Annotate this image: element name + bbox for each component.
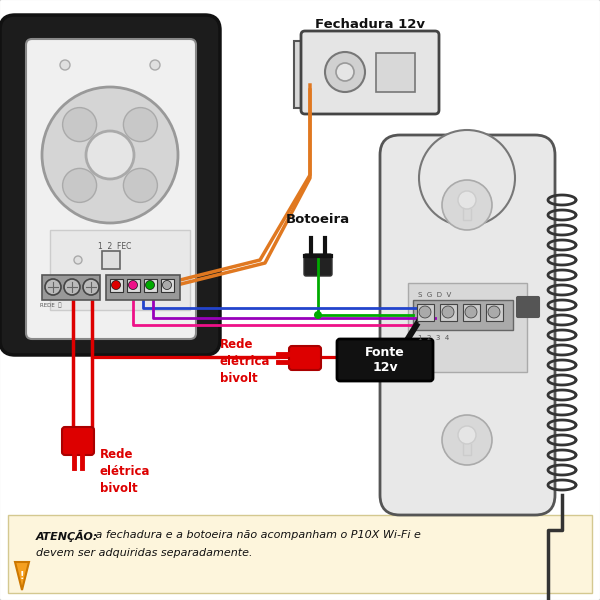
Text: S  G  D  V: S G D V (418, 292, 451, 298)
FancyBboxPatch shape (337, 339, 433, 381)
Circle shape (336, 63, 354, 81)
FancyBboxPatch shape (106, 275, 180, 300)
Text: Rede
elétrica
bivolt: Rede elétrica bivolt (220, 338, 271, 385)
Text: !: ! (20, 571, 24, 581)
Text: Rede
elétrica
bivolt: Rede elétrica bivolt (100, 448, 151, 495)
Text: Fechadura 12v: Fechadura 12v (315, 18, 425, 31)
Text: 1  2  3  4: 1 2 3 4 (418, 335, 449, 341)
Text: a fechadura e a botoeira não acompanham o P10X Wi-Fi e: a fechadura e a botoeira não acompanham … (92, 530, 421, 540)
FancyBboxPatch shape (517, 297, 539, 317)
FancyBboxPatch shape (440, 304, 457, 321)
FancyBboxPatch shape (0, 15, 220, 355)
FancyBboxPatch shape (127, 279, 140, 292)
Circle shape (419, 130, 515, 226)
Circle shape (442, 415, 492, 465)
Circle shape (150, 60, 160, 70)
FancyBboxPatch shape (294, 41, 308, 108)
Circle shape (458, 426, 476, 444)
Text: ATENÇÃO:: ATENÇÃO: (36, 530, 98, 542)
Circle shape (458, 191, 476, 209)
Text: 1  2  FEC: 1 2 FEC (98, 242, 131, 251)
FancyBboxPatch shape (8, 515, 592, 593)
FancyBboxPatch shape (50, 230, 190, 310)
Circle shape (442, 306, 454, 318)
FancyBboxPatch shape (62, 427, 94, 455)
FancyBboxPatch shape (413, 300, 513, 330)
FancyBboxPatch shape (42, 275, 100, 300)
FancyBboxPatch shape (463, 304, 480, 321)
FancyBboxPatch shape (408, 283, 527, 372)
Circle shape (488, 306, 500, 318)
FancyBboxPatch shape (144, 279, 157, 292)
FancyBboxPatch shape (304, 254, 332, 276)
Circle shape (112, 280, 121, 289)
Circle shape (419, 306, 431, 318)
FancyBboxPatch shape (102, 251, 120, 269)
Text: Fonte
12v: Fonte 12v (365, 346, 405, 374)
Circle shape (128, 280, 137, 289)
FancyBboxPatch shape (110, 279, 123, 292)
Circle shape (83, 279, 99, 295)
FancyBboxPatch shape (380, 135, 555, 515)
Circle shape (64, 279, 80, 295)
FancyBboxPatch shape (486, 304, 503, 321)
FancyBboxPatch shape (161, 279, 174, 292)
Circle shape (325, 52, 365, 92)
Circle shape (314, 311, 322, 319)
Circle shape (60, 60, 70, 70)
Text: Botoeira: Botoeira (286, 213, 350, 226)
FancyBboxPatch shape (301, 31, 439, 114)
Polygon shape (15, 562, 29, 590)
Circle shape (45, 279, 61, 295)
Circle shape (86, 131, 134, 179)
Circle shape (42, 87, 178, 223)
Circle shape (124, 107, 157, 142)
Circle shape (124, 169, 157, 202)
Text: REDE  ⏚: REDE ⏚ (40, 302, 62, 308)
Circle shape (62, 169, 97, 202)
Text: devem ser adquiridas separadamente.: devem ser adquiridas separadamente. (36, 548, 253, 558)
Circle shape (62, 107, 97, 142)
Circle shape (465, 306, 477, 318)
Circle shape (146, 280, 155, 289)
FancyBboxPatch shape (376, 53, 415, 92)
FancyBboxPatch shape (289, 346, 321, 370)
Circle shape (74, 256, 82, 264)
FancyBboxPatch shape (417, 304, 434, 321)
Circle shape (442, 180, 492, 230)
FancyBboxPatch shape (26, 39, 196, 339)
Circle shape (163, 280, 172, 289)
